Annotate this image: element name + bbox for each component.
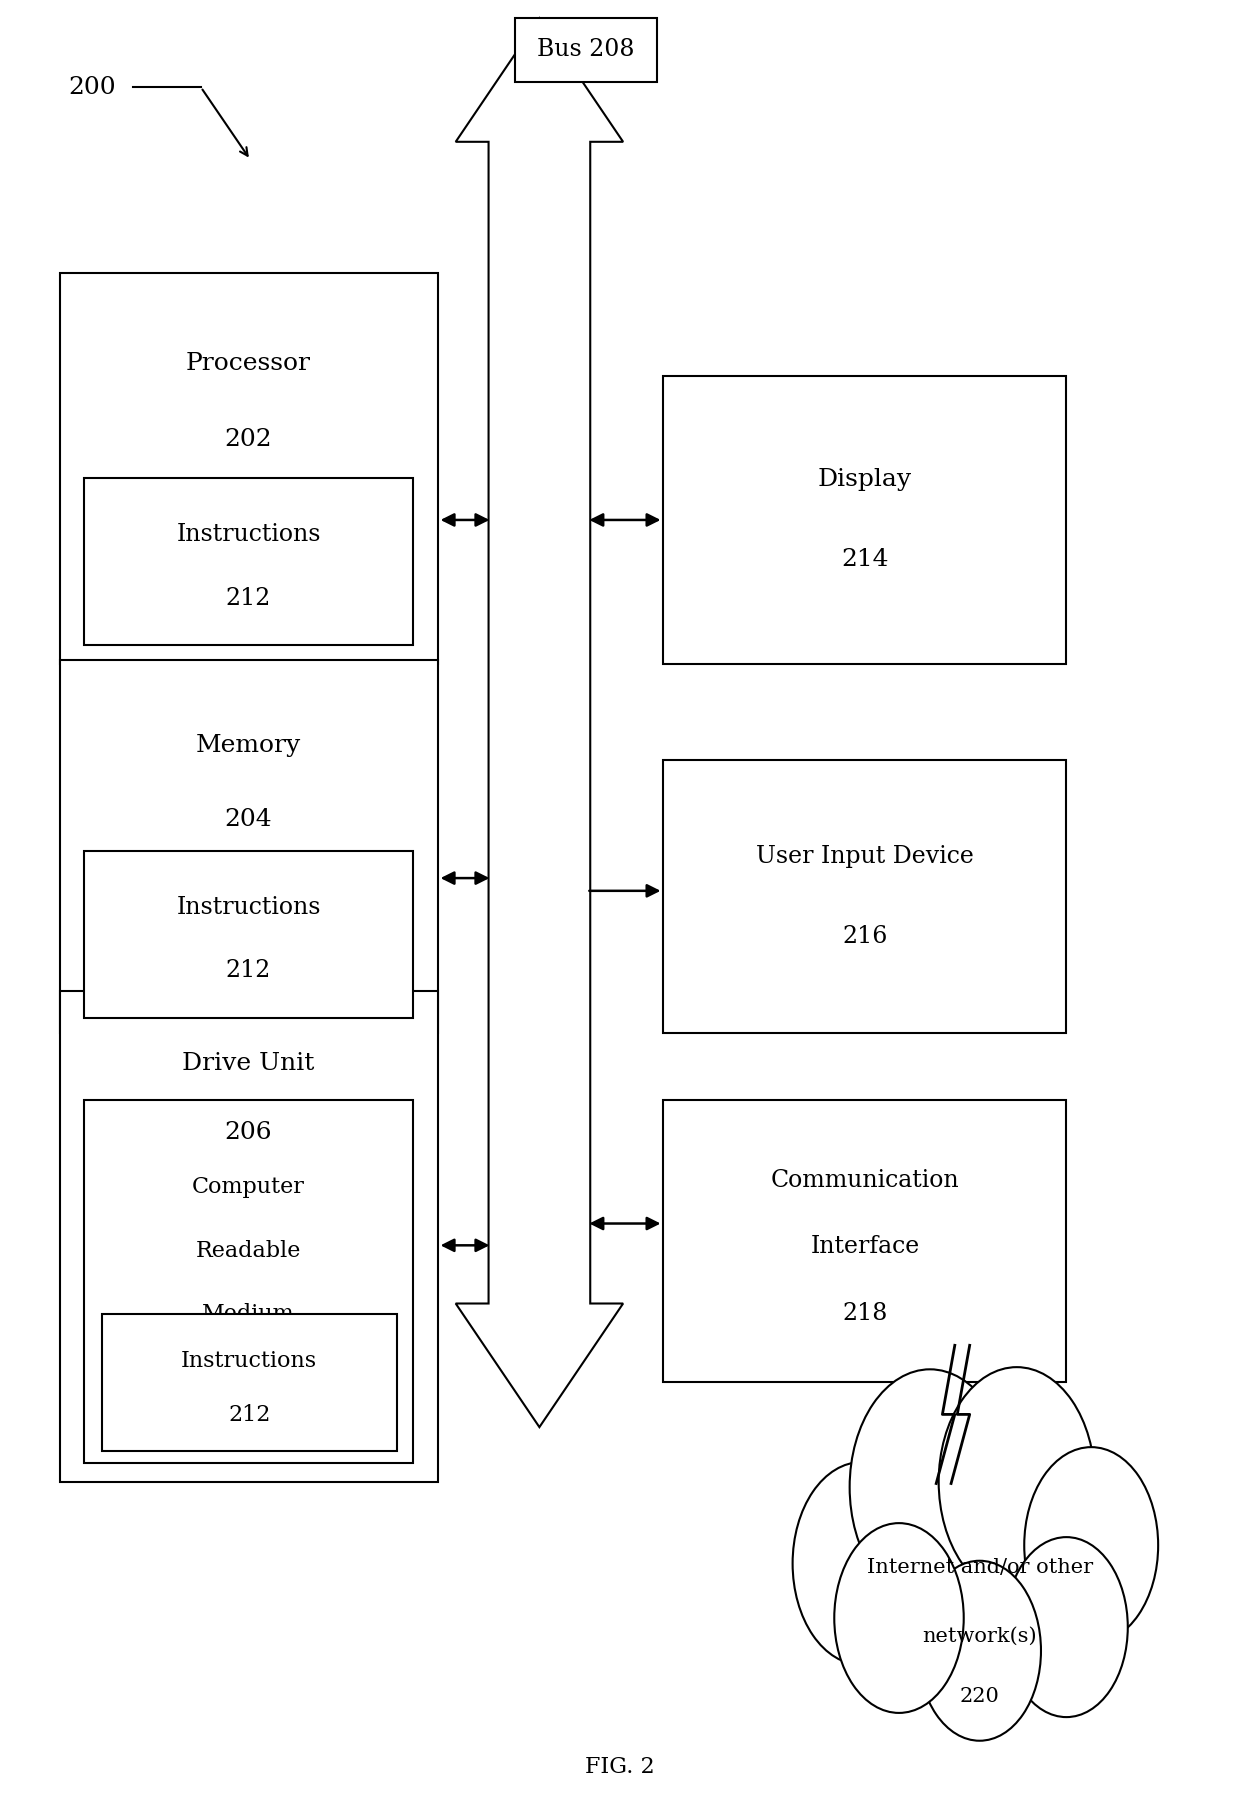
Text: Computer: Computer (192, 1176, 305, 1198)
Circle shape (849, 1369, 1011, 1605)
Text: 220: 220 (960, 1687, 999, 1705)
Circle shape (939, 1367, 1095, 1596)
Circle shape (835, 1523, 963, 1713)
Text: 212: 212 (226, 587, 272, 609)
Text: Instructions: Instructions (181, 1349, 317, 1373)
Bar (84, 478, 413, 645)
Text: User Input Device: User Input Device (756, 845, 973, 867)
Text: 202: 202 (224, 429, 273, 451)
Text: Drive Unit: Drive Unit (182, 1053, 315, 1074)
Text: Internet and/or other: Internet and/or other (867, 1558, 1092, 1576)
Text: 216: 216 (842, 925, 888, 947)
Bar (84, 1100, 413, 1463)
Text: Interface: Interface (810, 1234, 920, 1258)
Bar (60, 660, 438, 1033)
Text: 212: 212 (226, 960, 272, 982)
Text: Instructions: Instructions (176, 896, 321, 918)
Text: 212: 212 (228, 1403, 270, 1427)
Circle shape (1024, 1447, 1158, 1643)
Bar (102, 1314, 397, 1451)
Text: 200: 200 (68, 76, 115, 98)
Bar (84, 851, 413, 1018)
Text: Medium: Medium (202, 1304, 295, 1325)
Bar (663, 760, 1066, 1033)
Bar (515, 18, 657, 82)
Text: FIG. 2: FIG. 2 (585, 1756, 655, 1778)
Text: Memory: Memory (196, 734, 301, 756)
Text: network(s): network(s) (923, 1627, 1037, 1645)
Circle shape (792, 1462, 931, 1665)
Text: 210: 210 (227, 1367, 270, 1389)
Bar (663, 376, 1066, 664)
Bar (60, 991, 438, 1482)
Text: Processor: Processor (186, 353, 311, 375)
Text: Readable: Readable (196, 1240, 301, 1262)
Polygon shape (456, 18, 622, 1427)
Text: 218: 218 (842, 1302, 888, 1325)
Bar (663, 1100, 1066, 1382)
Text: 206: 206 (224, 1122, 273, 1144)
Text: 204: 204 (224, 809, 273, 831)
Text: Display: Display (818, 469, 911, 491)
Text: 214: 214 (841, 549, 889, 571)
Circle shape (918, 1560, 1042, 1742)
Text: Instructions: Instructions (176, 524, 321, 545)
Text: Bus 208: Bus 208 (537, 38, 635, 62)
Circle shape (1006, 1538, 1128, 1716)
Bar (60, 273, 438, 664)
Text: Communication: Communication (770, 1169, 960, 1193)
